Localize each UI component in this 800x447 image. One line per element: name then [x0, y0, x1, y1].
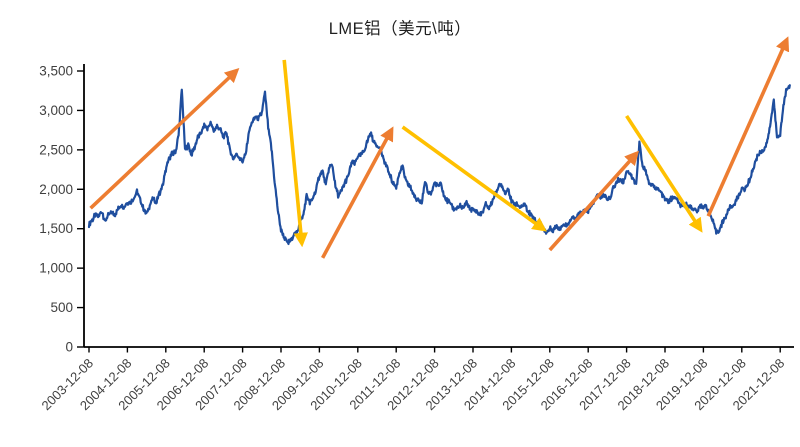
y-axis-label: 3,500: [39, 64, 73, 79]
trend-arrow-up: [706, 36, 790, 217]
y-axis-label: 2,000: [39, 182, 73, 197]
trend-arrow-down: [401, 125, 547, 232]
trend-arrow-down: [282, 59, 309, 248]
price-line: [87, 84, 791, 246]
trend-arrow-up: [89, 68, 240, 210]
trend-arrow-down: [625, 114, 703, 233]
trend-arrow-up: [321, 126, 394, 259]
y-axis-label: 0: [65, 340, 73, 355]
chart-title: LME铝（美元\吨）: [328, 20, 472, 38]
y-axis-label: 500: [50, 300, 73, 315]
trend-arrow-up: [548, 150, 640, 252]
y-axis-label: 1,500: [39, 221, 73, 236]
y-axis-label: 2,500: [39, 142, 73, 157]
y-axis-label: 3,000: [39, 103, 73, 118]
y-axis-label: 1,000: [39, 261, 73, 276]
